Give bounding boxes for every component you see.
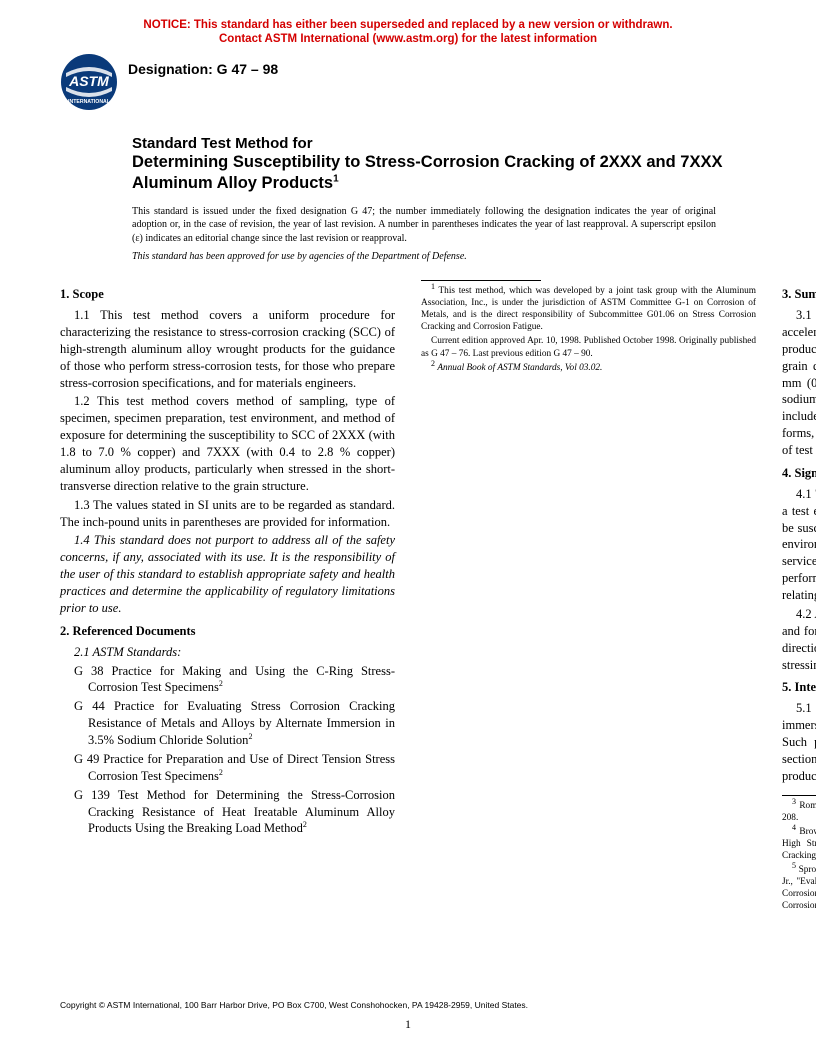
svg-text:INTERNATIONAL: INTERNATIONAL [68,99,111,105]
para-1-1: 1.1 This test method covers a uniform pr… [60,307,395,391]
ref-std-2: G 49 Practice for Preparation and Use of… [74,751,395,785]
title-line2: Determining Susceptibility to Stress-Cor… [132,152,756,195]
footnote-3: 3 Romans, H. B., Stress Corrosion Testin… [782,800,816,824]
footnotes-left-block: 1 This test method, which was developed … [421,280,756,374]
body-columns: 1. Scope 1.1 This test method covers a u… [60,280,756,920]
footnote-1-text: This test method, which was developed by… [421,286,756,332]
ref-std-1-text: G 44 Practice for Evaluating Stress Corr… [74,699,395,747]
ref-sup: 2 [303,820,307,829]
section-3-head: 3. Summary of Test Method [782,286,816,303]
dod-approval-note: This standard has been approved for use … [132,251,756,262]
ref-std-0-text: G 38 Practice for Making and Using the C… [74,664,395,695]
notice-banner: NOTICE: This standard has either been su… [60,18,756,47]
issuance-note: This standard is issued under the fixed … [132,205,756,246]
ref-std-3: G 139 Test Method for Determining the St… [74,787,395,838]
svg-text:ASTM: ASTM [68,73,109,89]
copyright-line: Copyright © ASTM International, 100 Barr… [60,1000,756,1010]
footnote-4: 4 Brown, R. H., Sprowls, D. O., and Shum… [782,826,816,862]
para-4-2: 4.2 Although this test method is intende… [782,606,816,674]
notice-line2: Contact ASTM International (www.astm.org… [219,33,597,45]
footnote-5-text: Sprowls, D. O., Summerson, T. J., Ugians… [782,865,816,911]
ref-std-2-text: G 49 Practice for Preparation and Use of… [74,752,395,783]
ref-sup: 2 [219,679,223,688]
designation-label: Designation: G 47 – 98 [128,61,278,77]
footnote-rule-left [421,280,541,281]
title-block: Standard Test Method for Determining Sus… [132,135,756,195]
para-4-1a: 4.1 The 3.5 % NaCl solution alternate im… [782,487,816,552]
ref-std-1: G 44 Practice for Evaluating Stress Corr… [74,698,395,749]
title-sup: 1 [333,174,339,185]
para-1-4: 1.4 This standard does not purport to ad… [60,532,395,616]
ref-sup: 2 [219,768,223,777]
footnote-1: 1 This test method, which was developed … [421,285,756,333]
footnotes-right-block: 3 Romans, H. B., Stress Corrosion Testin… [782,795,816,913]
notice-line1: NOTICE: This standard has either been su… [143,19,672,31]
astm-logo: ASTM INTERNATIONAL [60,53,118,111]
section-4-head: 4. Significance and Use [782,465,816,482]
title-line1: Standard Test Method for [132,135,756,152]
footnote-5: 5 Sprowls, D. O., Summerson, T. J., Ugia… [782,864,816,912]
section-5-head: 5. Interferences [782,679,816,696]
footnote-3-text: Romans, H. B., Stress Corrosion Testing,… [782,801,816,823]
footnote-2-text: Annual Book of ASTM Standards, Vol 03.02… [437,363,602,373]
footnote-4-text: Brown, R. H., Sprowls, D. O., and Shumak… [782,827,816,861]
para-1-2: 1.2 This test method covers method of sa… [60,393,395,494]
para-1-3: 1.3 The values stated in SI units are to… [60,497,395,531]
title-line2-text: Determining Susceptibility to Stress-Cor… [132,153,722,192]
para-2-1: 2.1 ASTM Standards: [60,644,395,661]
footnote-rule-right [782,795,816,796]
para-2-1-subhead: 2.1 ASTM Standards: [74,645,181,659]
section-1-head: 1. Scope [60,286,395,303]
section-2-head: 2. Referenced Documents [60,623,395,640]
para-3-1: 3.1 This test method provides a comprehe… [782,307,816,459]
page: NOTICE: This standard has either been su… [0,0,816,1056]
ref-std-3-text: G 139 Test Method for Determining the St… [74,788,395,836]
page-number: 1 [0,1017,816,1032]
para-5-1: 5.1 A disadvantage of the 3.5 % NaCl sol… [782,700,816,784]
ref-std-0: G 38 Practice for Making and Using the C… [74,663,395,697]
para-4-1: 4.1 The 3.5 % NaCl solution alternate im… [782,486,816,604]
header-row: ASTM INTERNATIONAL Designation: G 47 – 9… [60,53,756,111]
footnote-1b: Current edition approved Apr. 10, 1998. … [421,335,756,359]
footnote-2: 2 Annual Book of ASTM Standards, Vol 03.… [421,362,756,374]
ref-sup: 2 [248,732,252,741]
